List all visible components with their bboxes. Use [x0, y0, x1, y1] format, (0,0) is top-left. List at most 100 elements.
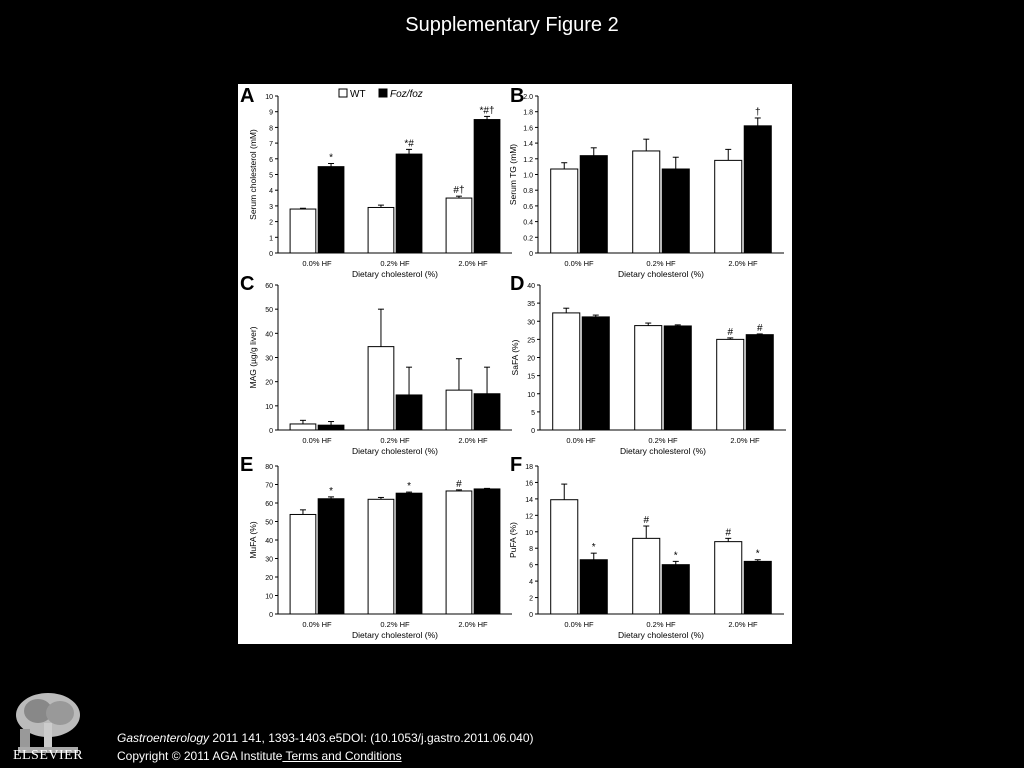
significance-marker: # — [643, 515, 649, 526]
bar-foz — [395, 153, 423, 254]
legend: WT Foz/foz — [338, 88, 423, 100]
y-tick-label: 1.6 — [523, 125, 533, 132]
significance-marker: *#† — [480, 105, 495, 116]
y-tick-label: 8 — [529, 546, 533, 553]
y-tick-label: 5 — [531, 410, 535, 417]
bar-foz — [661, 564, 690, 615]
y-tick-label: 4 — [529, 579, 533, 586]
y-tick-label: 50 — [265, 520, 273, 527]
x-axis-label: Dietary cholesterol (%) — [352, 446, 438, 456]
y-tick-label: 25 — [527, 337, 535, 344]
y-axis-label: Serum cholesterol (mM) — [248, 129, 258, 220]
y-tick-label: 10 — [265, 94, 273, 101]
y-tick-label: 0.4 — [523, 220, 533, 227]
y-tick-label: 40 — [527, 283, 535, 290]
bar-foz — [581, 316, 610, 431]
bar-foz — [317, 424, 345, 431]
panel-b: B 0 0.2 0.4 0.6 0.8 1.0 1.2 1.4 1.6 1.8 2.0 Serum TG… — [508, 85, 784, 279]
y-tick-label: 0 — [269, 251, 273, 258]
panel-d: D 0 5 10 15 20 25 30 35 40 SaFA (%) 0.0% HF 0.2% HF #… — [510, 273, 786, 456]
bar-wt — [716, 338, 745, 431]
y-tick-label: 0.6 — [523, 204, 533, 211]
y-tick-label: 0 — [269, 612, 273, 619]
y-tick-label: 10 — [265, 404, 273, 411]
significance-marker: * — [329, 153, 333, 164]
x-tick-label: 0.2% HF — [646, 620, 676, 629]
panel-letter: D — [510, 273, 524, 295]
y-tick-label: 15 — [527, 374, 535, 381]
y-tick-label: 30 — [527, 319, 535, 326]
y-tick-label: 10 — [525, 530, 533, 537]
copyright-text: Copyright © 2011 AGA Institute — [117, 749, 283, 763]
y-tick-label: 1.8 — [523, 110, 533, 117]
y-tick-label: 10 — [527, 392, 535, 399]
y-tick-label: 9 — [269, 110, 273, 117]
bar-foz — [743, 125, 772, 254]
y-tick-label: 1 — [269, 235, 273, 242]
panel-letter: B — [510, 85, 524, 107]
panel-e: E 0 10 20 30 40 50 60 70 80 MuFA (%) * 0.0% HF * 0.2% … — [240, 454, 512, 640]
y-tick-label: 8 — [269, 125, 273, 132]
y-axis-label: Serum TG (mM) — [508, 144, 518, 205]
bar-wt — [367, 346, 395, 431]
bar-foz — [317, 498, 345, 615]
bar-foz — [663, 325, 692, 431]
significance-marker: # — [757, 323, 763, 334]
y-tick-label: 20 — [265, 575, 273, 582]
x-axis-label: Dietary cholesterol (%) — [618, 269, 704, 279]
legend-swatch-foz — [378, 88, 388, 98]
bar-wt — [289, 513, 317, 615]
y-tick-label: 80 — [265, 464, 273, 471]
citation-details: 2011 141, 1393-1403.e5DOI: (10.1053/j.ga… — [209, 731, 534, 745]
bar-wt — [367, 498, 395, 615]
x-tick-label: 0.2% HF — [646, 259, 676, 268]
x-tick-label: 0.0% HF — [302, 259, 332, 268]
bar-wt — [550, 499, 579, 615]
x-tick-label: 0.0% HF — [302, 436, 332, 445]
bar-wt — [552, 312, 581, 431]
bar-foz — [745, 334, 774, 431]
x-tick-label: 2.0% HF — [458, 620, 488, 629]
significance-marker: * — [756, 549, 760, 560]
terms-and-conditions-link[interactable]: Terms and Conditions — [282, 749, 402, 763]
bar-foz — [473, 393, 501, 431]
x-tick-label: 0.2% HF — [380, 436, 410, 445]
bar-wt — [445, 197, 473, 254]
x-tick-label: 0.2% HF — [380, 259, 410, 268]
significance-marker: * — [674, 550, 678, 561]
legend-swatch-wt — [338, 88, 348, 98]
significance-marker: † — [755, 107, 761, 118]
bar-wt — [289, 423, 317, 431]
significance-marker: * — [407, 481, 411, 492]
bar-wt — [632, 150, 661, 254]
y-axis-label: MAG (µg/g liver) — [248, 326, 258, 388]
x-tick-label: 2.0% HF — [458, 259, 488, 268]
y-tick-label: 18 — [525, 464, 533, 471]
y-axis-label: MuFA (%) — [248, 521, 258, 558]
y-tick-label: 30 — [265, 356, 273, 363]
bar-foz — [579, 155, 608, 254]
panel-c: C 0 10 20 30 40 50 60 MAG (µg/g liver) 0.0% HF 0.2… — [240, 273, 512, 456]
x-axis-label: Dietary cholesterol (%) — [620, 446, 706, 456]
publisher-logo-text: ELSEVIER — [12, 748, 84, 763]
y-axis-label: SaFA (%) — [510, 339, 520, 375]
x-tick-label: 2.0% HF — [728, 620, 758, 629]
citation-line: Gastroenterology 2011 141, 1393-1403.e5D… — [117, 731, 534, 745]
y-tick-label: 40 — [265, 331, 273, 338]
bar-wt — [714, 159, 743, 254]
y-tick-label: 20 — [265, 380, 273, 387]
y-tick-label: 40 — [265, 538, 273, 545]
bar-foz — [743, 560, 772, 615]
bar-wt — [550, 168, 579, 254]
y-tick-label: 50 — [265, 307, 273, 314]
bar-wt — [634, 325, 663, 431]
x-tick-label: 0.2% HF — [380, 620, 410, 629]
y-tick-label: 10 — [265, 594, 273, 601]
y-tick-label: 30 — [265, 557, 273, 564]
bar-foz — [473, 488, 501, 615]
slide-title: Supplementary Figure 2 — [405, 14, 619, 36]
panel-a: A 0 1 2 3 4 5 6 7 8 9 10 Serum cholesterol (mM) * 0.0%… — [240, 85, 512, 279]
y-tick-label: 3 — [269, 204, 273, 211]
y-tick-label: 2 — [269, 220, 273, 227]
